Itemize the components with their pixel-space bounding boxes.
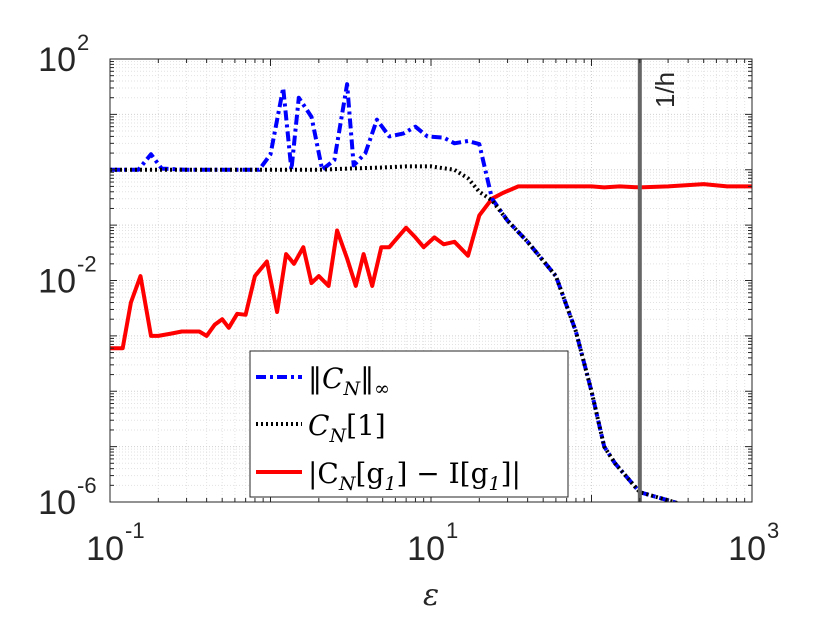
legend-box [249, 350, 569, 498]
axis-tick-labels: 10 -1 10 1 10 310 -610 -210 2 [38, 30, 779, 568]
legend: ‖CN‖∞ CN[1] |CN[g1] − I[g1]| [249, 350, 569, 498]
y-tick-label-exponent: -6 [77, 473, 97, 498]
x-tick-label: 10 [728, 530, 766, 568]
y-tick-label: 10 [38, 41, 76, 79]
y-tick-label: 10 [38, 484, 76, 522]
legend-label-1: ‖CN‖∞ [308, 362, 390, 400]
legend-label-3: |CN[g1] − I[g1]| [308, 457, 521, 495]
axis-ticks [109, 59, 752, 503]
data-series [110, 82, 752, 502]
x-tick-label-exponent: 1 [446, 518, 458, 543]
y-tick-label-exponent: -2 [77, 252, 97, 277]
x-tick-label-exponent: -1 [125, 518, 145, 543]
vline-label: 1/h [650, 72, 680, 108]
series-line-2 [110, 164, 682, 502]
legend-label-2: CN[1] [308, 409, 386, 447]
x-tick-label-exponent: 3 [767, 518, 779, 543]
y-tick-label-exponent: 2 [77, 30, 89, 55]
x-tick-label: 10 [86, 530, 124, 568]
x-tick-label: 10 [407, 530, 445, 568]
reference-line: 1/h [637, 59, 680, 502]
series-line-3 [110, 182, 752, 351]
x-axis-label: ε [423, 578, 439, 613]
y-tick-label: 10 [38, 263, 76, 301]
